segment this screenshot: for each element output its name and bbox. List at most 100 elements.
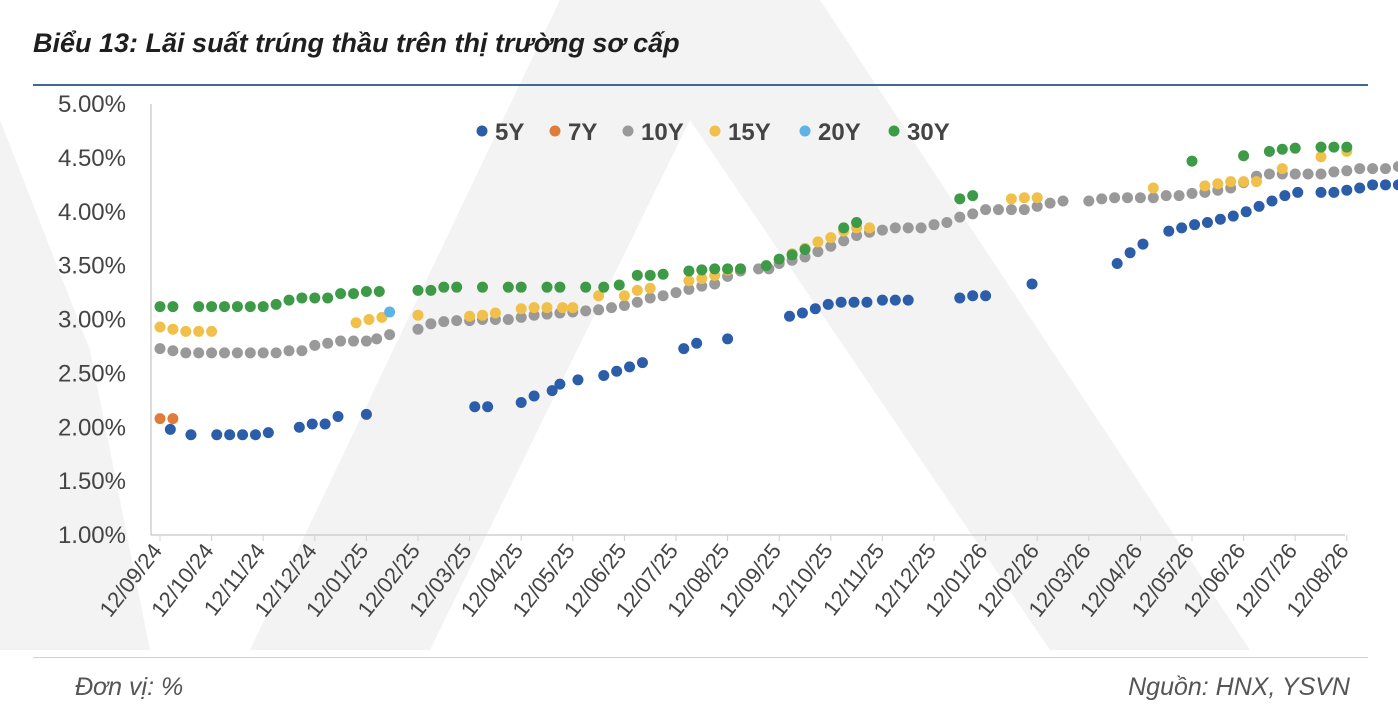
point-10y xyxy=(928,219,940,231)
point-30y xyxy=(709,263,721,275)
y-tick-label: 2.50% xyxy=(58,360,126,387)
point-15y xyxy=(593,290,605,302)
point-10y xyxy=(580,305,592,317)
point-5y xyxy=(624,361,636,373)
legend-marker-15y xyxy=(709,125,721,137)
legend-label-30y: 30Y xyxy=(907,119,950,146)
point-30y xyxy=(412,284,424,296)
point-15y xyxy=(1031,192,1043,204)
point-30y xyxy=(735,263,746,275)
point-5y xyxy=(293,421,305,433)
point-10y xyxy=(644,292,656,304)
point-10y xyxy=(1057,195,1069,207)
point-15y xyxy=(812,236,824,248)
point-5y xyxy=(1328,186,1340,198)
point-5y xyxy=(1189,219,1201,231)
y-tick-label: 5.00% xyxy=(58,91,126,118)
point-15y xyxy=(376,311,388,323)
point-30y xyxy=(696,264,708,276)
point-30y xyxy=(335,288,347,300)
point-5y xyxy=(1201,217,1213,229)
point-30y xyxy=(954,193,966,205)
point-30y xyxy=(657,268,669,280)
point-15y xyxy=(180,325,192,337)
point-10y xyxy=(1018,204,1030,216)
legend: 5Y 7Y 10Y 15Y 20Y 30Y xyxy=(476,119,950,146)
point-5y xyxy=(332,410,344,422)
point-5y xyxy=(1266,195,1278,207)
point-10y xyxy=(954,211,966,223)
point-30y xyxy=(477,281,488,293)
point-15y xyxy=(556,302,568,314)
point-30y xyxy=(1263,145,1275,157)
point-10y xyxy=(270,347,282,359)
point-5y xyxy=(954,292,966,304)
point-10y xyxy=(1186,187,1198,199)
point-5y xyxy=(1026,278,1038,290)
point-5y xyxy=(237,429,249,441)
point-5y xyxy=(1392,179,1398,191)
point-15y xyxy=(1147,182,1159,194)
point-15y xyxy=(350,317,362,329)
point-5y xyxy=(249,429,261,441)
point-30y xyxy=(451,281,463,293)
legend-label-15y: 15Y xyxy=(728,119,771,146)
point-15y xyxy=(167,323,179,335)
point-5y xyxy=(224,429,236,441)
point-10y xyxy=(1328,166,1340,178)
point-10y xyxy=(1160,190,1172,202)
point-15y xyxy=(193,325,205,337)
y-tick-label: 2.00% xyxy=(58,414,126,441)
point-10y xyxy=(1083,195,1095,207)
point-15y xyxy=(477,309,488,321)
point-5y xyxy=(572,374,584,386)
y-tick-label: 3.50% xyxy=(58,253,126,280)
chart-title: Biểu 13: Lãi suất trúng thầu trên thị tr… xyxy=(33,28,680,58)
point-15y xyxy=(1315,151,1327,163)
point-5y xyxy=(1279,190,1291,202)
point-10y xyxy=(606,302,617,314)
legend-label-7y: 7Y xyxy=(568,119,597,146)
point-15y xyxy=(1276,163,1288,175)
point-5y xyxy=(262,427,274,439)
point-10y xyxy=(1392,161,1398,172)
point-5y xyxy=(1163,225,1175,237)
point-30y xyxy=(244,301,256,313)
point-10y xyxy=(283,345,295,357)
point-10y xyxy=(1289,168,1301,180)
data-points xyxy=(154,141,1398,441)
point-30y xyxy=(283,294,295,306)
point-5y xyxy=(1380,179,1391,191)
point-5y xyxy=(1315,186,1327,198)
point-10y xyxy=(1173,190,1185,202)
point-10y xyxy=(1354,163,1366,175)
point-30y xyxy=(1289,142,1301,154)
point-30y xyxy=(515,281,527,293)
point-10y xyxy=(335,335,347,347)
point-15y xyxy=(631,284,643,296)
point-15y xyxy=(541,302,553,314)
point-10y xyxy=(980,204,992,216)
legend-label-10y: 10Y xyxy=(641,119,684,146)
point-5y xyxy=(1214,213,1226,225)
point-10y xyxy=(296,345,308,357)
point-5y xyxy=(185,429,197,441)
point-30y xyxy=(296,292,308,304)
point-5y xyxy=(546,385,558,397)
point-10y xyxy=(993,204,1004,216)
legend-label-20y: 20Y xyxy=(818,119,861,146)
y-tick-label: 3.00% xyxy=(58,307,126,334)
point-10y xyxy=(412,323,424,335)
point-15y xyxy=(683,275,695,287)
point-10y xyxy=(1302,168,1314,180)
point-30y xyxy=(851,217,863,229)
point-30y xyxy=(309,292,321,304)
point-5y xyxy=(1292,186,1304,198)
point-5y xyxy=(528,390,540,402)
point-10y xyxy=(1263,168,1275,180)
point-15y xyxy=(1225,176,1237,188)
point-10y xyxy=(915,222,927,234)
point-5y xyxy=(482,401,494,413)
point-15y xyxy=(864,222,875,234)
